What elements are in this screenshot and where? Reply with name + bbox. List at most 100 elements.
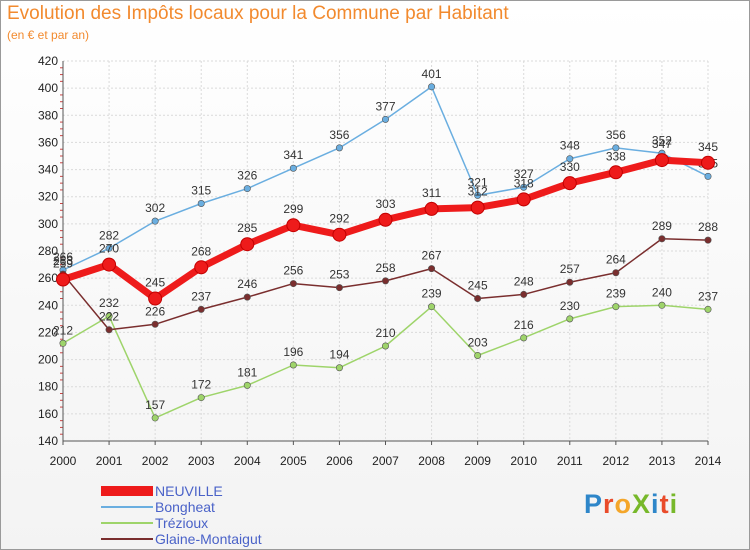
y-tick-label: 360 [38, 135, 58, 149]
data-label-neuville: 345 [698, 140, 718, 154]
data-label-bongheat: 326 [237, 169, 257, 183]
y-tick-label: 180 [38, 380, 58, 394]
data-label-tr-zioux: 230 [560, 299, 580, 313]
y-tick-label: 200 [38, 353, 58, 367]
data-label-glaine-montaigut: 257 [560, 262, 580, 276]
legend-swatch [101, 506, 153, 508]
data-label-tr-zioux: 194 [329, 348, 349, 362]
data-point-glaine-montaigut [658, 235, 666, 243]
data-point-glaine-montaigut [335, 284, 343, 292]
data-label-tr-zioux: 172 [191, 378, 211, 392]
data-point-neuville [56, 272, 70, 287]
data-point-tr-zioux [704, 305, 712, 313]
y-tick-label: 320 [38, 190, 58, 204]
data-label-neuville: 347 [652, 137, 672, 151]
data-label-tr-zioux: 240 [652, 285, 672, 299]
data-point-tr-zioux [566, 315, 574, 323]
data-label-neuville: 245 [145, 276, 165, 290]
data-point-glaine-montaigut [704, 236, 712, 244]
x-tick-label: 2007 [372, 454, 399, 468]
data-point-glaine-montaigut [474, 294, 482, 302]
data-point-tr-zioux [59, 339, 67, 347]
y-tick-label: 260 [38, 271, 58, 285]
x-tick-label: 2013 [649, 454, 676, 468]
data-label-neuville: 338 [606, 149, 626, 163]
data-point-bongheat [151, 217, 159, 225]
y-tick-label: 400 [38, 81, 58, 95]
data-point-neuville [286, 218, 301, 233]
data-point-glaine-montaigut [197, 305, 205, 313]
data-label-bongheat: 327 [514, 167, 534, 181]
data-point-neuville [470, 200, 485, 215]
data-point-tr-zioux [658, 301, 666, 309]
data-label-glaine-montaigut: 226 [145, 304, 165, 318]
data-label-glaine-montaigut: 256 [283, 264, 303, 278]
data-point-tr-zioux [289, 361, 297, 369]
data-point-tr-zioux [381, 342, 389, 350]
data-label-neuville: 299 [283, 202, 303, 216]
y-tick-label: 300 [38, 217, 58, 231]
data-point-neuville [701, 155, 715, 170]
proxiti-logo: ProXiti [584, 489, 678, 520]
data-label-tr-zioux: 212 [53, 323, 73, 337]
x-tick-label: 2012 [603, 454, 630, 468]
data-point-tr-zioux [612, 303, 620, 311]
data-point-glaine-montaigut [612, 269, 620, 277]
data-label-tr-zioux: 232 [99, 296, 119, 310]
data-label-tr-zioux: 239 [422, 287, 442, 301]
data-point-neuville [194, 260, 209, 275]
data-label-glaine-montaigut: 258 [375, 261, 395, 275]
data-point-bongheat [474, 191, 482, 199]
logo-letter: i [669, 489, 679, 519]
logo-letter: r [603, 489, 615, 519]
x-tick-label: 2006 [326, 454, 353, 468]
data-label-glaine-montaigut: 245 [468, 279, 488, 293]
data-point-bongheat [520, 183, 528, 191]
data-label-neuville: 303 [375, 197, 395, 211]
data-label-bongheat: 356 [606, 128, 626, 142]
y-tick-label: 380 [38, 108, 58, 122]
data-label-neuville: 330 [560, 160, 580, 174]
data-point-bongheat [335, 144, 343, 152]
x-tick-label: 2001 [96, 454, 123, 468]
x-tick-label: 2011 [557, 454, 583, 468]
data-label-neuville: 259 [53, 257, 73, 271]
y-tick-label: 340 [38, 163, 58, 177]
logo-letter: i [651, 489, 660, 519]
data-point-glaine-montaigut [428, 265, 436, 273]
data-label-bongheat: 315 [191, 184, 211, 198]
data-label-bongheat: 302 [145, 201, 165, 215]
data-point-bongheat [428, 83, 436, 91]
data-label-glaine-montaigut: 222 [99, 310, 119, 324]
data-point-bongheat [704, 172, 712, 180]
data-point-neuville [332, 227, 347, 242]
data-point-neuville [148, 291, 163, 306]
data-point-bongheat [105, 244, 113, 252]
logo-letter: o [614, 489, 633, 519]
y-tick-label: 220 [38, 325, 58, 339]
data-point-neuville [516, 192, 531, 207]
data-point-glaine-montaigut [520, 290, 528, 298]
legend-label: NEUVILLE [155, 483, 223, 499]
data-point-tr-zioux [428, 303, 436, 311]
data-label-neuville: 292 [329, 212, 349, 226]
data-label-tr-zioux: 181 [237, 365, 257, 379]
data-point-glaine-montaigut [105, 326, 113, 334]
data-point-tr-zioux [151, 414, 159, 422]
data-label-bongheat: 266 [53, 250, 73, 264]
y-tick-label: 240 [38, 298, 58, 312]
data-label-bongheat: 401 [422, 67, 442, 81]
data-point-glaine-montaigut [151, 320, 159, 328]
data-label-glaine-montaigut: 246 [237, 277, 257, 291]
logo-letter: X [632, 489, 652, 519]
data-point-neuville [240, 237, 255, 252]
legend-label: Trézioux [155, 515, 209, 531]
data-point-bongheat [289, 164, 297, 172]
data-label-neuville: 312 [468, 185, 488, 199]
data-label-bongheat: 341 [283, 148, 303, 162]
chart-subtitle: (en € et par an) [7, 28, 90, 42]
data-label-tr-zioux: 237 [698, 289, 718, 303]
legend-label: Bongheat [155, 499, 215, 515]
data-point-bongheat [566, 155, 574, 163]
data-point-neuville [654, 153, 669, 168]
